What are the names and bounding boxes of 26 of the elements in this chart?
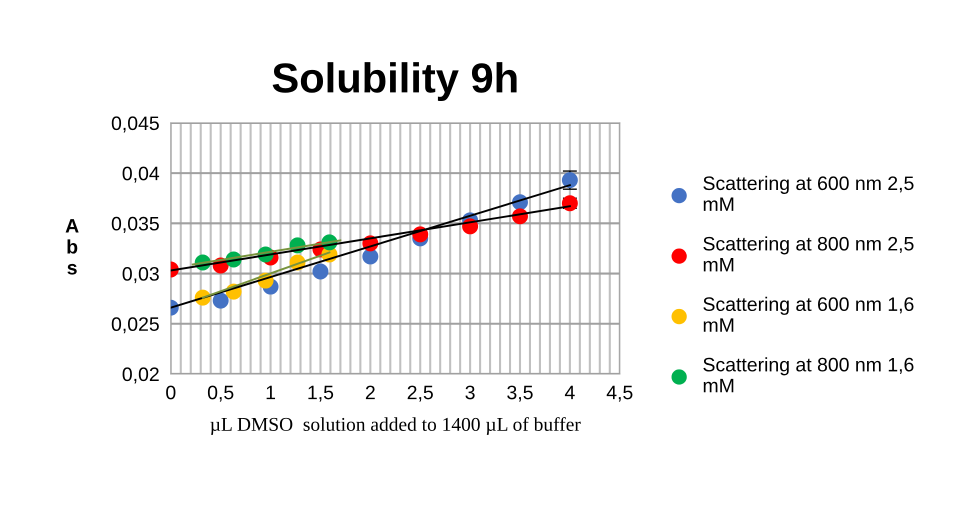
x-tick-label: 2 bbox=[366, 386, 375, 400]
x-tick-label: 3,5 bbox=[507, 386, 533, 402]
legend-label: Scattering at 600 nm 1,6 mM bbox=[703, 296, 914, 332]
x-tick-label: 4,5 bbox=[606, 386, 632, 402]
x-tick-label: 1 bbox=[266, 386, 276, 400]
legend-label: Scattering at 800 nm 1,6 mM bbox=[703, 357, 914, 392]
legend-label: Scattering at 600 nm 2,5 mM bbox=[703, 176, 914, 211]
point bbox=[362, 248, 378, 264]
x-tick-label: 1,5 bbox=[308, 386, 334, 402]
x-tick-label: 2,5 bbox=[408, 386, 433, 402]
y-tick-label: 0,045 bbox=[112, 116, 159, 132]
x-tick-label: 3 bbox=[465, 386, 475, 400]
y-tick-label: 0,025 bbox=[112, 317, 159, 334]
x-tick-label: 0 bbox=[166, 386, 176, 400]
point bbox=[212, 292, 229, 309]
x-tick-label: 4 bbox=[564, 386, 575, 400]
chart-title: Solubility 9h bbox=[272, 62, 517, 101]
x-tick-label: 0,5 bbox=[208, 386, 234, 402]
y-tick-label: 0,04 bbox=[122, 166, 160, 183]
y-axis-title: Abs bbox=[66, 219, 79, 275]
y-tick-label: 0,035 bbox=[112, 216, 159, 233]
legend-label: Scattering at 800 nm 2,5 mM bbox=[703, 236, 914, 272]
y-tick-label: 0,03 bbox=[122, 266, 159, 284]
y-tick-label: 0,02 bbox=[122, 367, 159, 384]
point bbox=[312, 264, 328, 280]
x-axis-title: µL DMSO solution added to 1400 µL of buffer bbox=[210, 417, 581, 435]
